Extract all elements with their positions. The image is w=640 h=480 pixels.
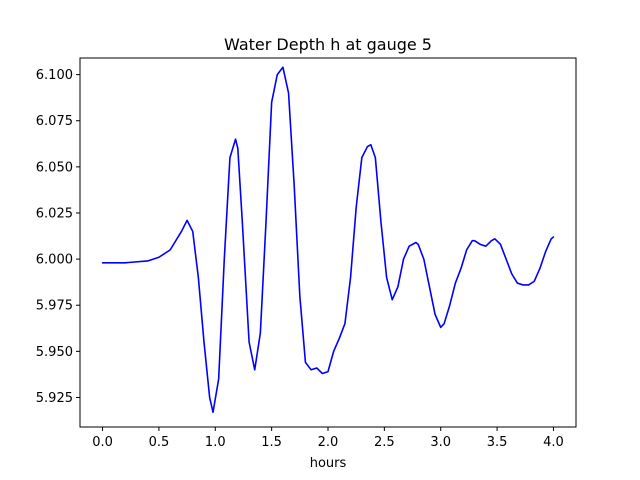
y-tick-label: 6.075 (36, 114, 73, 129)
y-tick-label: 6.025 (36, 206, 73, 221)
x-tick-label: 3.0 (430, 435, 451, 450)
series-line-0 (101, 66, 555, 414)
y-tick-label: 5.975 (36, 299, 73, 314)
chart-title: Water Depth h at gauge 5 (224, 35, 432, 54)
x-tick-label: 2.5 (374, 435, 395, 450)
y-axis-ticks: 5.925 5.950 5.975 6.000 6.025 6.050 6.075 6.100 (36, 68, 80, 406)
x-axis-ticks: 0.0 0.5 1.0 1.5 2.0 2.5 3.0 3.5 4.0 (92, 427, 564, 450)
plot-area (101, 66, 555, 414)
y-tick-label: 5.950 (36, 345, 73, 360)
y-tick-label: 6.000 (36, 253, 73, 268)
x-tick-label: 2.0 (318, 435, 339, 450)
x-tick-label: 0.0 (92, 435, 113, 450)
x-tick-label: 1.5 (261, 435, 282, 450)
x-tick-label: 3.5 (487, 435, 508, 450)
x-tick-label: 1.0 (205, 435, 226, 450)
y-tick-label: 6.100 (36, 68, 73, 83)
y-tick-label: 6.050 (36, 160, 73, 175)
y-tick-label: 5.925 (36, 391, 73, 406)
x-tick-label: 0.5 (149, 435, 170, 450)
x-tick-label: 4.0 (543, 435, 564, 450)
axes-frame (79, 57, 577, 428)
x-axis-label: hours (310, 456, 347, 471)
